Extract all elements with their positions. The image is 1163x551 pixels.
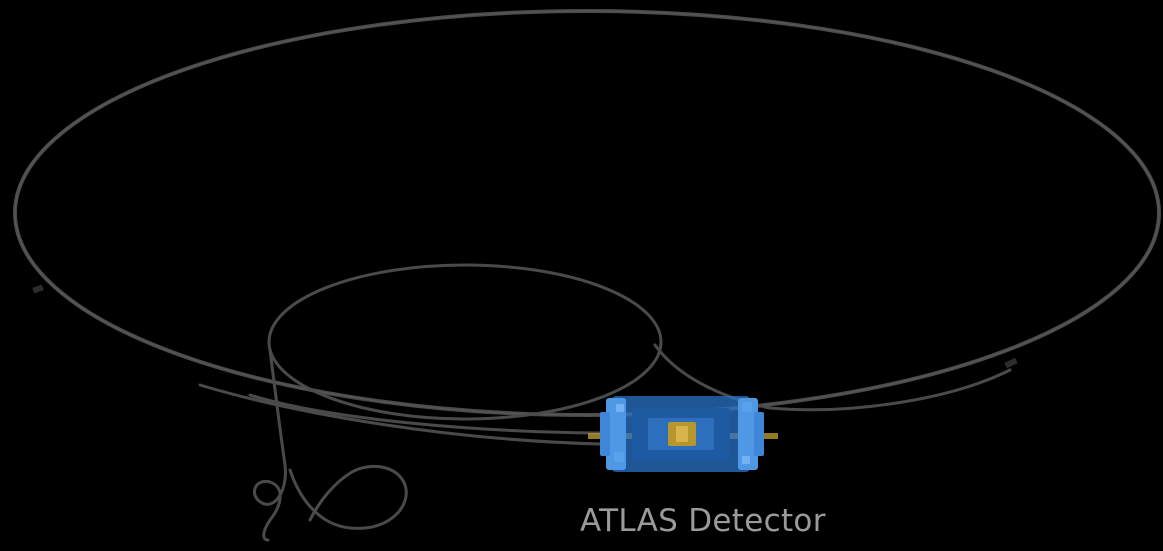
detector-caption: ATLAS Detector [580,503,826,539]
transfer-lines [198,343,1012,446]
atlas-detector-icon [588,396,778,472]
sps-ring [267,263,663,421]
lhc-ring [13,9,1161,417]
ring-marker-left [32,284,44,294]
injector-chain [252,348,408,542]
ring-marker-right [1004,357,1018,369]
